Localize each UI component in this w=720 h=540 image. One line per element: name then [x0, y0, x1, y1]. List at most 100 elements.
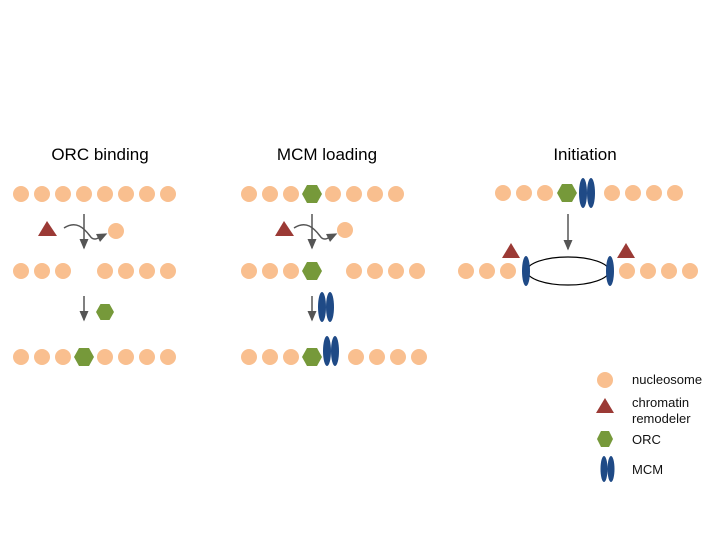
- nucleosome: [241, 263, 257, 279]
- nucleosome: [667, 185, 683, 201]
- nucleosome: [118, 349, 134, 365]
- legend-mcm-icon: [600, 456, 608, 482]
- nucleosome: [97, 186, 113, 202]
- nucleosome: [118, 186, 134, 202]
- nucleosome: [262, 263, 278, 279]
- chromatin-remodeler: [617, 243, 635, 258]
- nucleosome: [283, 349, 299, 365]
- legend-orc-icon: [597, 431, 613, 447]
- title-initiation: Initiation: [553, 145, 617, 164]
- legend-nucleosome-label: nucleosome: [632, 372, 703, 387]
- orc-complex: [302, 185, 322, 203]
- mcm-subunit: [587, 178, 595, 208]
- orc-row-3: [13, 348, 176, 366]
- title-orc-binding: ORC binding: [51, 145, 149, 164]
- nucleosome: [661, 263, 677, 279]
- nucleosome: [646, 185, 662, 201]
- nucleosome: [55, 349, 71, 365]
- orc-row-2: [13, 263, 176, 279]
- nucleosome: [458, 263, 474, 279]
- nucleosome: [283, 263, 299, 279]
- mcm-subunit: [331, 336, 339, 366]
- nucleosome: [479, 263, 495, 279]
- nucleosome: [367, 263, 383, 279]
- mcm-complex: [318, 292, 334, 322]
- nucleosome: [262, 186, 278, 202]
- nucleosome: [55, 186, 71, 202]
- nucleosome: [348, 349, 364, 365]
- eviction-arrow: [63, 224, 108, 243]
- nucleosome: [13, 186, 29, 202]
- nucleosome: [283, 186, 299, 202]
- nucleosome: [139, 263, 155, 279]
- legend-mcm-icon: [607, 456, 615, 482]
- mcm-row-1: [241, 185, 404, 203]
- evicted-nucleosome: [337, 222, 353, 238]
- nucleosome: [346, 263, 362, 279]
- orc-complex: [302, 262, 322, 280]
- nucleosome: [346, 186, 362, 202]
- nucleosome: [13, 263, 29, 279]
- orc-complex: [96, 304, 114, 320]
- mcm-subunit: [323, 336, 331, 366]
- mcm-subunit: [606, 256, 614, 286]
- nucleosome: [516, 185, 532, 201]
- nucleosome: [34, 263, 50, 279]
- chromatin-remodeler: [502, 243, 520, 258]
- legend-remodeler-icon: [596, 398, 614, 413]
- nucleosome: [325, 186, 341, 202]
- nucleosome: [241, 349, 257, 365]
- nucleosome: [388, 186, 404, 202]
- nucleosome: [97, 349, 113, 365]
- nucleosome: [500, 263, 516, 279]
- title-mcm-loading: MCM loading: [276, 145, 378, 164]
- nucleosome: [619, 263, 635, 279]
- nucleosome: [118, 263, 134, 279]
- legend-mcm-label: MCM: [632, 462, 664, 477]
- nucleosome: [34, 349, 50, 365]
- nucleosome: [97, 263, 113, 279]
- nucleosome: [390, 349, 406, 365]
- nucleosome: [640, 263, 656, 279]
- nucleosome: [160, 263, 176, 279]
- nucleosome: [160, 349, 176, 365]
- chromatin-remodeler: [38, 221, 57, 236]
- orc-complex: [74, 348, 94, 366]
- legend-nucleosome-icon: [597, 372, 613, 388]
- nucleosome: [13, 349, 29, 365]
- nucleosome: [160, 186, 176, 202]
- nucleosome: [388, 263, 404, 279]
- nucleosome: [682, 263, 698, 279]
- mcm-row-2: [241, 262, 425, 280]
- nucleosome: [625, 185, 641, 201]
- nucleosome: [537, 185, 553, 201]
- init-row-1: [495, 178, 683, 208]
- orc-complex: [557, 184, 577, 202]
- nucleosome: [409, 263, 425, 279]
- evicted-nucleosome: [108, 223, 124, 239]
- nucleosome: [411, 349, 427, 365]
- nucleosome: [139, 349, 155, 365]
- mcm-subunit: [579, 178, 587, 208]
- orc-complex: [302, 348, 322, 366]
- legend-remodeler-label-2: remodeler: [632, 411, 691, 426]
- mcm-subunit: [522, 256, 530, 286]
- replication-bubble: [526, 256, 610, 286]
- nucleosome: [76, 186, 92, 202]
- orc-row-1: [13, 186, 176, 202]
- legend-orc-label: ORC: [632, 432, 661, 447]
- legend-remodeler-label-1: chromatin: [632, 395, 690, 410]
- nucleosome: [604, 185, 620, 201]
- nucleosome: [55, 263, 71, 279]
- eviction-arrow: [293, 224, 338, 243]
- nucleosome: [139, 186, 155, 202]
- nucleosome: [262, 349, 278, 365]
- nucleosome: [34, 186, 50, 202]
- nucleosome: [367, 186, 383, 202]
- chromatin-remodeler: [275, 221, 294, 236]
- nucleosome: [241, 186, 257, 202]
- mcm-row-3: [241, 336, 427, 366]
- init-row-2: [458, 243, 698, 286]
- nucleosome: [495, 185, 511, 201]
